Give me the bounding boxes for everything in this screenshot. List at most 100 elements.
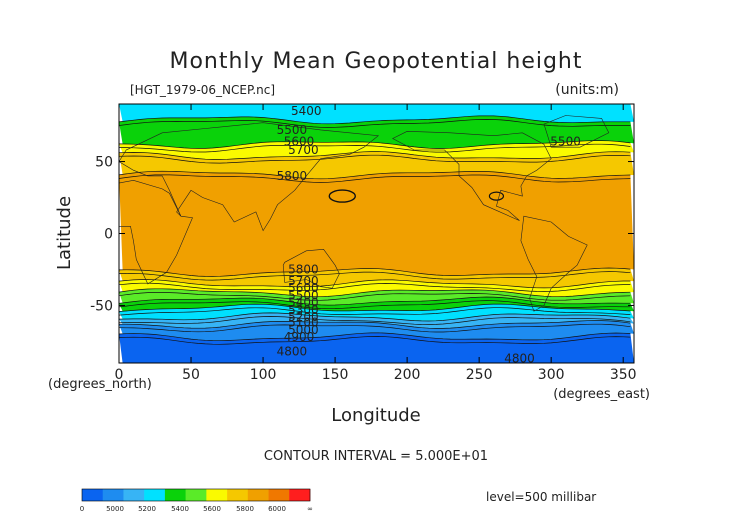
height-band-5700-5800: [119, 268, 634, 288]
chart-title: Monthly Mean Geopotential height: [169, 49, 582, 74]
contour-line: [118, 307, 631, 316]
x-tick-label: 50: [182, 367, 200, 383]
y-axis-label: Latitude: [54, 196, 75, 270]
contour-line: [118, 336, 631, 345]
contour-line: [118, 271, 631, 281]
height-band-5200-5300: [119, 312, 634, 329]
x-tick-label: 350: [610, 367, 637, 383]
colorbar-tick-label: 5400: [171, 505, 189, 513]
contour-label: 5700: [288, 274, 319, 288]
contour-line: [118, 332, 631, 342]
colorbar-tick-label: 5000: [106, 505, 124, 513]
colorbar-tick-label: 6000: [268, 505, 286, 513]
contour-interval-label: CONTOUR INTERVAL = 5.000E+01: [264, 449, 488, 464]
units-label: (units:m): [555, 82, 619, 98]
contour-line: [118, 303, 631, 312]
contour-label: 4800: [277, 344, 308, 358]
closed-contour: [488, 191, 505, 201]
file-name-label: [HGT_1979-06_NCEP.nc]: [130, 83, 275, 97]
contour-label: 5600: [284, 134, 315, 148]
y-units-label: (degrees_north): [48, 377, 152, 392]
contour-label: 5500: [288, 288, 319, 302]
coastline: [392, 130, 552, 221]
contour-line: [118, 154, 631, 164]
height-band-5400-5500: [119, 104, 634, 124]
colorbar-swatch: [144, 489, 166, 501]
contour-label: 5700: [288, 143, 319, 157]
colorbar-tick-label: ∞: [307, 505, 313, 513]
contour-label: 5000: [288, 323, 319, 337]
contour-line: [118, 267, 631, 277]
pressure-level-label: level=500 millibar: [486, 490, 596, 504]
contour-line: [118, 320, 631, 329]
y-tick-label: 0: [104, 227, 113, 243]
x-units-label: (degrees_east): [553, 387, 650, 402]
height-band-4800-5000: [119, 332, 634, 363]
contour-line: [118, 119, 631, 128]
colorbar-swatch: [289, 489, 311, 501]
contour-label: 5400: [291, 104, 322, 118]
x-tick-label: 150: [322, 367, 349, 383]
x-tick-label: 0: [115, 367, 124, 383]
colorbar-swatch: [206, 489, 228, 501]
coastline: [118, 179, 193, 285]
x-tick-label: 300: [538, 367, 565, 383]
contour-label: 5800: [288, 262, 319, 276]
colorbar-tick-label: 0: [80, 505, 84, 513]
contour-label: 5800: [277, 169, 308, 183]
colorbar: 0 5000 5200 5400 5600 5800 6000 ∞: [80, 488, 313, 513]
contour-line: [118, 323, 631, 333]
colorbar-swatch: [227, 489, 249, 501]
contour-label: 5400: [288, 296, 319, 310]
contour-line: [118, 316, 631, 325]
colorbar-tick-label: 5200: [138, 505, 156, 513]
colorbar-swatch: [247, 489, 269, 501]
x-tick-label: 100: [250, 367, 277, 383]
colorbar-swatch: [102, 489, 124, 501]
height-band-5000-5200: [119, 320, 634, 341]
contour-line: [118, 279, 631, 289]
colorbar-swatch: [185, 489, 207, 501]
contour-label: 5500: [550, 134, 581, 148]
height-band-5500-5600: [119, 288, 634, 306]
contour-label: 5300: [288, 303, 319, 317]
colorbar-swatch: [268, 489, 290, 501]
height-band-5600-5700: [119, 140, 634, 160]
colorbar-tick-label: 5800: [236, 505, 254, 513]
contour-line: [118, 292, 631, 301]
height-band-5600-5700: [119, 279, 634, 297]
contour-line: [118, 115, 631, 125]
contour-label: 4900: [284, 330, 315, 344]
contour-line: [118, 140, 631, 149]
colorbar-tick-label: 5600: [203, 505, 221, 513]
coastline: [282, 248, 340, 289]
x-tick-label: 250: [466, 367, 493, 383]
contour-line: [118, 282, 631, 292]
height-band-5400-5500: [119, 297, 634, 312]
coastline: [520, 215, 588, 312]
contour-line: [118, 174, 631, 183]
contour-line: [118, 288, 631, 298]
y-tick-label: 50: [95, 155, 113, 171]
x-axis-label: Longitude: [331, 405, 421, 426]
coastline: [543, 115, 610, 148]
contour-label: 4800: [504, 352, 535, 366]
coastline: [118, 122, 380, 232]
contour-line: [118, 300, 631, 310]
contour-label: 5500: [277, 123, 308, 137]
contour-line: [118, 170, 631, 180]
colorbar-frame: [81, 488, 311, 502]
height-band-5800-5900: [119, 171, 634, 277]
contour-label: 5600: [288, 281, 319, 295]
colorbar-swatch: [164, 489, 186, 501]
plot-area: 5400550056005700580055005800570056005500…: [118, 103, 635, 366]
closed-contour: [328, 189, 356, 203]
x-tick-label: 200: [394, 367, 421, 383]
contour-label: 5100: [288, 316, 319, 330]
contour-line: [118, 312, 631, 322]
contour-label: 5200: [288, 310, 319, 324]
coastline-outlines: [118, 115, 610, 312]
contour-line: [118, 151, 631, 160]
y-tick-label: -50: [90, 298, 113, 314]
